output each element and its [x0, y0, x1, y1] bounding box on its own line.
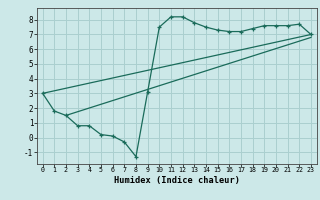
X-axis label: Humidex (Indice chaleur): Humidex (Indice chaleur) — [114, 176, 240, 185]
